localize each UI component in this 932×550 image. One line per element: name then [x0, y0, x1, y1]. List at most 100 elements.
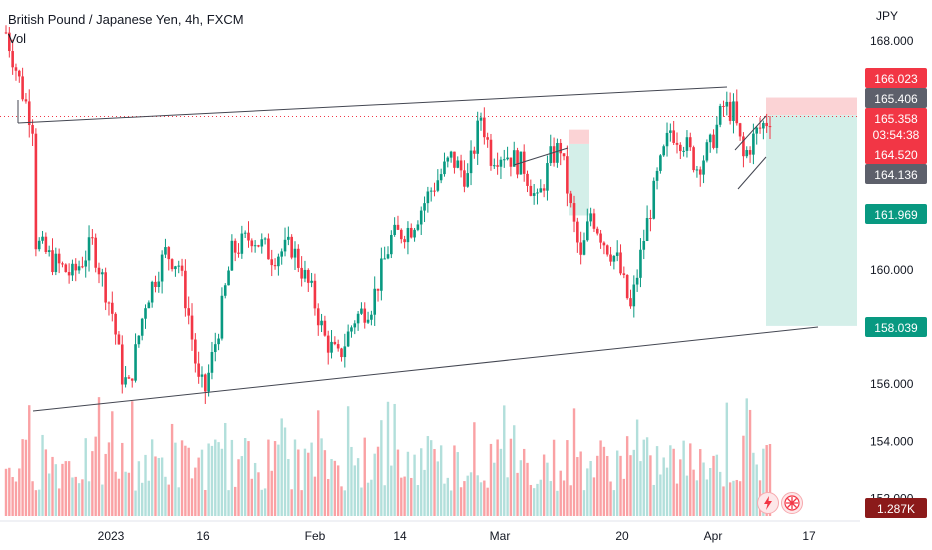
volume-bar — [489, 443, 493, 516]
volume-bar — [449, 490, 453, 516]
volume-bar — [689, 443, 692, 516]
volume-bar — [732, 480, 735, 516]
candle-body — [240, 233, 244, 254]
candle-body — [479, 117, 483, 121]
volume-bar — [496, 439, 499, 516]
volume-bar — [81, 479, 84, 516]
volume-bar — [197, 457, 200, 516]
volume-bar — [38, 489, 41, 516]
volume-bar — [174, 442, 177, 516]
candle-body — [755, 127, 759, 134]
volume-bar — [260, 489, 263, 516]
volume-bar — [619, 455, 622, 516]
candle-body — [765, 122, 768, 127]
volume-bar — [752, 452, 755, 516]
price-label-value: 164.520 — [874, 148, 918, 162]
candle-body — [326, 335, 330, 353]
candle-body — [207, 372, 210, 392]
candle-body — [659, 155, 662, 171]
uk-flag-icon[interactable] — [781, 492, 803, 514]
volume-bar — [4, 468, 8, 516]
candle-body — [147, 302, 151, 309]
candle-body — [144, 308, 147, 319]
volume-bar — [230, 439, 234, 516]
volume-bar — [210, 445, 214, 516]
candle-body — [257, 245, 260, 247]
chart-legend[interactable]: British Pound / Japanese Yen, 4h, FXCM V… — [8, 10, 244, 48]
volume-label: 1.287K — [865, 498, 927, 518]
volume-bar — [429, 440, 433, 516]
volume-bar — [476, 475, 479, 516]
candle-body — [662, 146, 666, 156]
volume-bar — [150, 439, 154, 516]
volume-bar — [200, 449, 204, 516]
candle-body — [127, 377, 131, 379]
volume-bar — [529, 484, 533, 516]
price-label: 164.136 — [865, 164, 927, 184]
volume-bar — [247, 441, 250, 516]
volume-bar — [277, 444, 280, 516]
volume-bar — [127, 472, 131, 516]
symbol-title[interactable]: British Pound / Japanese Yen, 4h, FXCM — [8, 12, 244, 27]
volume-bar — [121, 442, 124, 516]
candle-body — [61, 263, 64, 265]
candle-body — [343, 346, 347, 358]
price-tick-label: 168.000 — [870, 34, 914, 48]
price-label-value: 158.039 — [874, 321, 918, 335]
candle-body — [11, 51, 14, 68]
candle-body — [263, 238, 267, 240]
candle-body — [340, 348, 343, 358]
candle-body — [130, 378, 134, 381]
volume-bar — [722, 486, 725, 516]
candle-body — [47, 250, 51, 253]
volume-bar — [307, 452, 310, 516]
candle-body — [629, 298, 632, 307]
volume-bar — [542, 454, 546, 516]
candle-body — [200, 374, 204, 377]
price-label-value: 165.358 — [874, 112, 918, 126]
candle-body — [323, 320, 327, 336]
time-axis[interactable]: 2023 16 Feb 14 Mar 20 Apr 17 — [0, 520, 860, 543]
volume-bar — [612, 490, 616, 516]
candle-body — [712, 134, 715, 148]
candle-body — [426, 191, 430, 204]
volume-bar — [310, 442, 313, 516]
candle-body — [303, 269, 307, 279]
volume-indicator-label[interactable]: Vol — [8, 31, 27, 46]
candle-body — [433, 190, 436, 192]
candle-body — [306, 269, 310, 283]
candle-body — [469, 150, 473, 174]
volume-bar — [532, 488, 536, 516]
candle-body — [559, 142, 563, 154]
price-label: 166.023 — [865, 68, 927, 88]
volume-bar — [131, 401, 134, 516]
volume-bar — [655, 446, 659, 516]
candle-body — [705, 142, 709, 161]
volume-bar — [147, 480, 151, 516]
candle-body — [140, 318, 144, 336]
volume-bar — [287, 459, 290, 516]
candle-body — [310, 280, 313, 283]
volume-bar — [54, 464, 58, 516]
volume-bar — [699, 449, 702, 516]
candle-body — [728, 101, 732, 121]
candle-body — [280, 251, 284, 257]
volume-bar — [297, 449, 300, 516]
volume-bar — [21, 439, 24, 516]
candle-body — [376, 288, 380, 291]
volume-bar — [18, 468, 21, 516]
volume-bar — [625, 436, 629, 516]
lightning-icon[interactable] — [757, 492, 779, 514]
volume-bar — [705, 479, 709, 516]
candle-body — [742, 136, 745, 157]
candle-body — [74, 263, 78, 271]
candle-body — [84, 260, 88, 267]
candle-body — [675, 142, 679, 145]
volume-bar — [140, 482, 144, 516]
volume-bar — [762, 448, 765, 516]
candle-body — [67, 272, 71, 276]
volume-bar — [576, 457, 579, 516]
volume-bar — [14, 481, 18, 516]
candle-body — [390, 234, 393, 255]
